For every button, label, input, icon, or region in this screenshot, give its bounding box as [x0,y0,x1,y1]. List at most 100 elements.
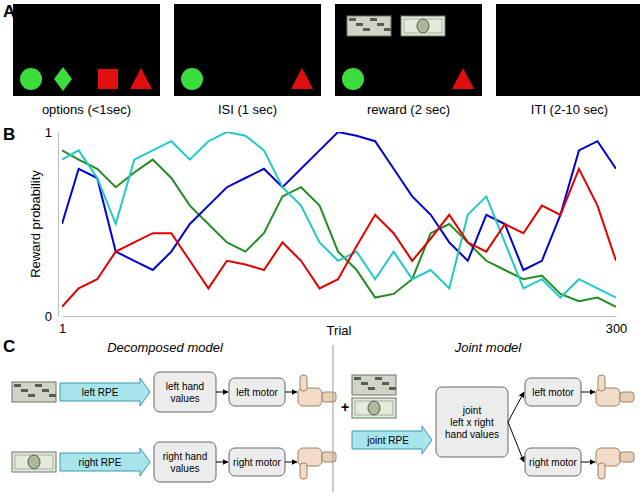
screen [13,4,160,96]
figure: ABCoptions (<1sec)ISI (1 sec)reward (2 s… [0,0,640,497]
axis-line [63,316,617,317]
bill-body [12,382,56,402]
bill-noise [363,382,368,385]
hand-thumb [598,375,605,391]
hand-wrist [322,452,336,462]
tick-label: 300 [606,321,628,336]
motor-box-text: left motor [532,387,574,398]
joint-pathway: +joint RPEjointleft x righthand valuesle… [341,375,634,479]
scrambled-bill [347,16,391,36]
bill-noise [391,387,396,390]
dollar-bill [12,452,56,472]
plus-sign: + [341,399,349,415]
tick-label: 0 [45,309,52,324]
hand-wrist [322,392,336,402]
plot-lines [62,132,616,307]
tick: 300 [606,316,628,336]
bill-body [401,16,445,36]
bill-border [15,455,53,469]
bill-portrait [368,401,380,415]
flow-arrow [216,462,228,463]
triangle-stimulus [452,68,474,89]
bill-body [352,375,396,395]
bill-noise [370,387,375,390]
bill-border [355,401,393,415]
motor-box [525,378,581,406]
motor-box-text: right motor [233,457,281,468]
bill-body [352,398,396,418]
screen-background [13,4,160,96]
circle-stimulus [342,68,364,90]
series-line [62,132,616,270]
bill-noise [351,18,356,21]
panel-letter: C [3,337,15,356]
bill-noise [386,28,391,31]
hand-icon [298,375,336,406]
motor-box [229,378,285,406]
flow-arrow [581,392,595,393]
panel-letter: B [3,125,15,144]
screen-label: options (<1sec) [42,102,131,117]
screen-label: ITI (2-10 sec) [531,102,608,117]
motor-box-text: left motor [236,387,278,398]
hand-thumb [598,463,605,479]
values-box [436,387,508,457]
values-box-text: hand values [445,429,499,440]
scrambled-bill [12,382,56,402]
pathway-row: left RPEleft handvaluesleft motor [12,372,336,412]
triangle-stimulus [130,68,152,89]
circle-stimulus [181,68,203,90]
x-axis-title: Trial [327,323,352,338]
screen [496,4,640,96]
screen [174,4,321,96]
motor-box [229,448,285,476]
screen-background [496,4,640,96]
rpe-label: right RPE [79,457,122,468]
bill-noise [37,384,42,387]
bill-noise [377,377,382,380]
screen-label: ISI (1 sec) [218,102,277,117]
flow-arrow [285,462,297,463]
bill-noise [44,389,49,392]
hand-wrist [620,392,634,402]
series-line [62,169,616,307]
hand-thumb [300,375,307,391]
flow-arrow [508,422,524,462]
bill-body [12,452,56,472]
flow-arrow [508,392,524,422]
y-axis-title: Reward probability [28,170,43,278]
values-box-text: left x right [450,417,494,428]
flow-arrow [216,392,228,393]
tick-label: 1 [59,321,66,336]
screen-background [335,4,482,96]
values-box-text: right hand [163,451,207,462]
bill-noise [372,18,377,21]
values-box-text: values [171,393,200,404]
hand-icon [596,448,634,479]
diamond-stimulus [54,67,72,91]
bill-noise [23,389,28,392]
axis-line [58,133,59,317]
scrambled-bill [352,375,396,395]
bill-portrait [417,19,429,33]
values-box-text: values [171,463,200,474]
dollar-bill [401,16,445,36]
screen [335,4,482,96]
values-box [154,442,216,482]
rpe-arrow [60,448,150,476]
flow-arrow [581,462,595,463]
hand-icon [298,448,336,479]
bill-noise [358,23,363,26]
tick: 0 [45,309,58,324]
flow-arrow [285,392,297,393]
hand-icon [596,375,634,406]
bill-noise [356,377,361,380]
motor-box-text: right motor [529,457,577,468]
tick: 1 [59,316,66,336]
triangle-stimulus [291,68,313,89]
hand-thumb [300,463,307,479]
motor-box [525,448,581,476]
dollar-bill [352,398,396,418]
bill-noise [379,23,384,26]
bill-border [404,19,442,33]
